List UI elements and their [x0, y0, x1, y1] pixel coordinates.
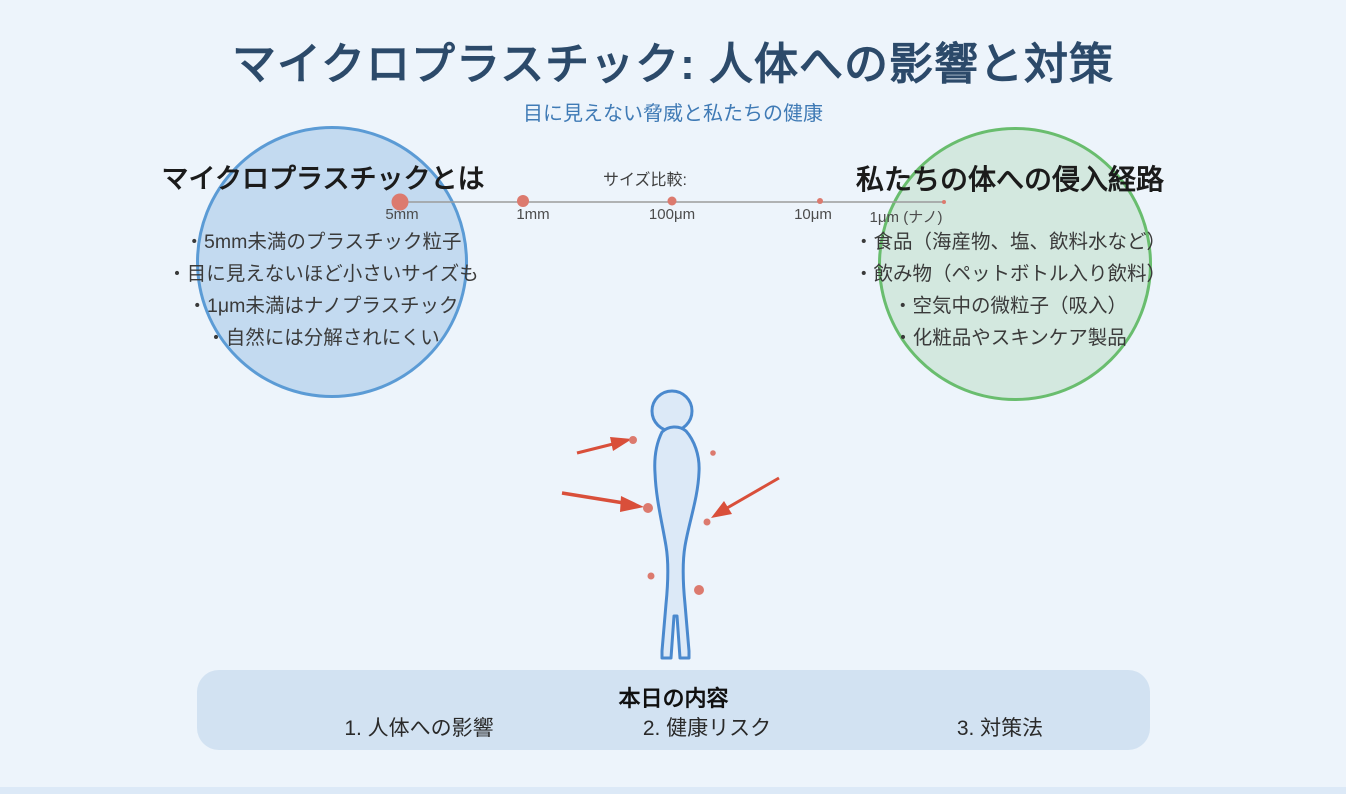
floating-particles: [647, 450, 716, 595]
list-item: ・1μm未満はナノプラスチック: [187, 295, 459, 317]
arrow-icon: [561, 491, 653, 513]
agenda-item-3: 3. 対策法: [956, 717, 1044, 740]
human-figure-icon: [650, 389, 701, 660]
particle-dot: [629, 436, 637, 444]
particle-dot-10um: [817, 198, 823, 204]
size-scale-tick: 100μm: [648, 206, 696, 223]
entry-routes-heading: 私たちの体への侵入経路: [855, 164, 1164, 195]
figure-head: [650, 389, 694, 433]
particle-dot: [694, 585, 704, 595]
list-item: ・飲み物（ペットボトル入り飲料）: [853, 263, 1166, 285]
list-item: ・自然には分解されにくい: [206, 327, 440, 349]
list-item: ・5mm未満のプラスチック粒子: [184, 231, 462, 253]
list-item: ・空気中の微粒子（吸入）: [892, 295, 1127, 317]
particle-dot-100um: [667, 196, 677, 206]
figure-body: [653, 425, 701, 660]
agenda-item-1: 1. 人体への影響: [344, 717, 494, 740]
page-title: マイクロプラスチック: 人体への影響と対策: [231, 40, 1115, 89]
size-scale-title: サイズ比較:: [603, 172, 687, 189]
definition-heading: マイクロプラスチックとは: [161, 164, 485, 194]
particle-dot: [710, 450, 716, 456]
definition-panel: マイクロプラスチックとは ・5mm未満のプラスチック粒子 ・目に見えないほど小さ…: [147, 163, 499, 354]
entry-routes-panel: 私たちの体への侵入経路 ・食品（海産物、塩、飲料水など） ・飲み物（ペットボトル…: [834, 163, 1186, 354]
particle-dot: [647, 572, 655, 580]
size-scale-tick: 1mm: [516, 206, 550, 223]
particle-dot: [703, 518, 711, 526]
size-scale-tick: 10μm: [794, 206, 832, 223]
entry-arrows: [561, 436, 780, 526]
definition-circle: [196, 126, 468, 398]
arrow-icon: [703, 476, 780, 526]
list-item: ・食品（海産物、塩、飲料水など）: [853, 231, 1166, 253]
agenda-heading: 本日の内容: [618, 686, 729, 711]
entry-routes-circle: [878, 127, 1152, 401]
agenda-bar: 本日の内容 1. 人体への影響 2. 健康リスク 3. 対策法: [197, 670, 1150, 750]
list-item: ・目に見えないほど小さいサイズも: [167, 263, 479, 285]
entry-routes-list: ・食品（海産物、塩、飲料水など） ・飲み物（ペットボトル入り飲料） ・空気中の微…: [834, 226, 1186, 354]
agenda-item-2: 2. 健康リスク: [642, 717, 772, 740]
size-scale-tick: 5mm: [385, 206, 419, 223]
particle-dot: [643, 503, 653, 513]
page-subtitle: 目に見えない脅威と私たちの健康: [523, 103, 823, 125]
arrow-icon: [576, 436, 637, 455]
definition-list: ・5mm未満のプラスチック粒子 ・目に見えないほど小さいサイズも ・1μm未満は…: [147, 226, 499, 354]
size-scale-tick: 1μm (ナノ): [869, 209, 943, 226]
list-item: ・化粧品やスキンケア製品: [893, 327, 1127, 349]
bottom-strip: [0, 787, 1346, 794]
